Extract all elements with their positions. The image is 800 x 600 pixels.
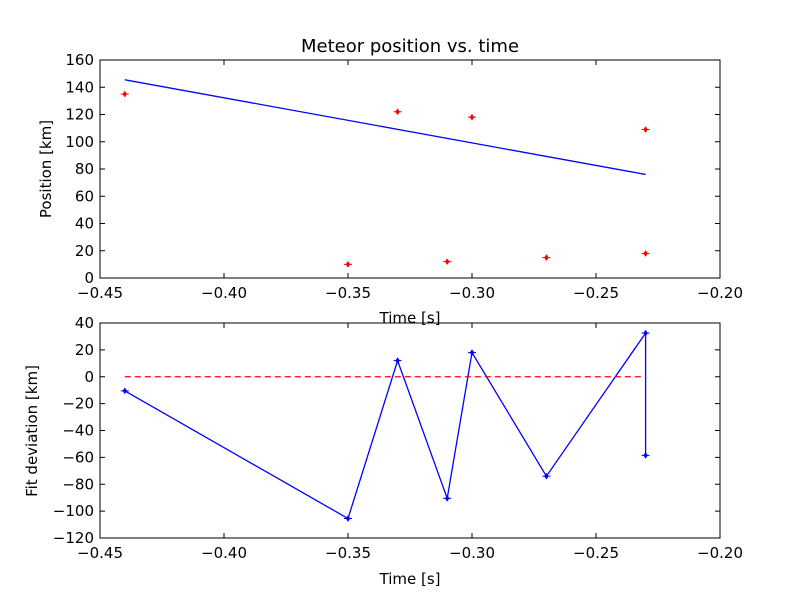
x-tick-label: −0.30 <box>449 284 495 302</box>
plot-area <box>120 329 650 522</box>
plot-title: Meteor position vs. time <box>301 36 519 57</box>
y-tick-label: 80 <box>75 160 94 178</box>
data-point <box>443 258 452 266</box>
data-point <box>344 515 352 522</box>
y-tick-label: 60 <box>75 187 94 205</box>
y-tick-label: 40 <box>75 215 94 233</box>
x-tick-label: −0.20 <box>697 284 743 302</box>
position-subplot: Meteor position vs. time Time [s] Positi… <box>37 36 743 327</box>
y-axis-label: Position [km] <box>37 120 55 218</box>
y-tick-label: −100 <box>53 502 94 520</box>
data-point <box>443 494 452 502</box>
y-tick-label: −80 <box>62 475 94 493</box>
deviation-subplot: Time [s] Fit deviation [km] −0.45 −0.40 −0… <box>23 314 743 588</box>
data-point <box>468 113 476 121</box>
x-tick-label: −0.35 <box>325 544 371 562</box>
x-tick-label: −0.40 <box>201 544 247 562</box>
y-tick-label: 40 <box>75 314 94 332</box>
y-tick-label: 100 <box>65 133 94 151</box>
series-line <box>124 330 647 520</box>
data-point <box>393 357 402 365</box>
data-point <box>468 349 476 357</box>
data-point <box>641 126 650 133</box>
y-tick-label: 160 <box>65 51 94 69</box>
x-tick-label: −0.45 <box>77 284 123 302</box>
y-tick-label: 0 <box>84 368 94 386</box>
x-tick-label: −0.25 <box>573 544 619 562</box>
y-tick-label: −60 <box>62 448 94 466</box>
plot-area <box>120 79 650 268</box>
x-axis-label: Time [s] <box>379 570 441 588</box>
data-point <box>641 250 650 257</box>
x-tick-label: −0.45 <box>77 544 123 562</box>
x-tick-label: −0.40 <box>201 284 247 302</box>
y-tick-label: 120 <box>65 106 94 124</box>
y-tick-label: 20 <box>75 341 94 359</box>
y-axis-label: Fit deviation [km] <box>23 365 41 497</box>
data-point <box>641 329 650 337</box>
x-axis-label: Time [s] <box>379 309 441 327</box>
y-tick-label: 0 <box>84 269 94 287</box>
y-tick-label: 140 <box>65 78 94 96</box>
data-point <box>120 387 129 395</box>
y-tick-label: −40 <box>62 422 94 440</box>
y-tick-label: 20 <box>75 242 94 260</box>
data-point <box>120 90 129 98</box>
series-line <box>124 79 646 176</box>
data-point <box>344 260 352 268</box>
data-point <box>542 472 551 480</box>
x-tick-label: −0.30 <box>449 544 495 562</box>
x-tick-label: −0.20 <box>697 544 743 562</box>
y-tick-label: −20 <box>62 395 94 413</box>
data-point <box>641 451 650 459</box>
data-point <box>393 108 402 116</box>
x-tick-label: −0.35 <box>325 284 371 302</box>
data-point <box>542 254 551 262</box>
y-tick-label: −120 <box>53 529 94 547</box>
x-tick-label: −0.25 <box>573 284 619 302</box>
